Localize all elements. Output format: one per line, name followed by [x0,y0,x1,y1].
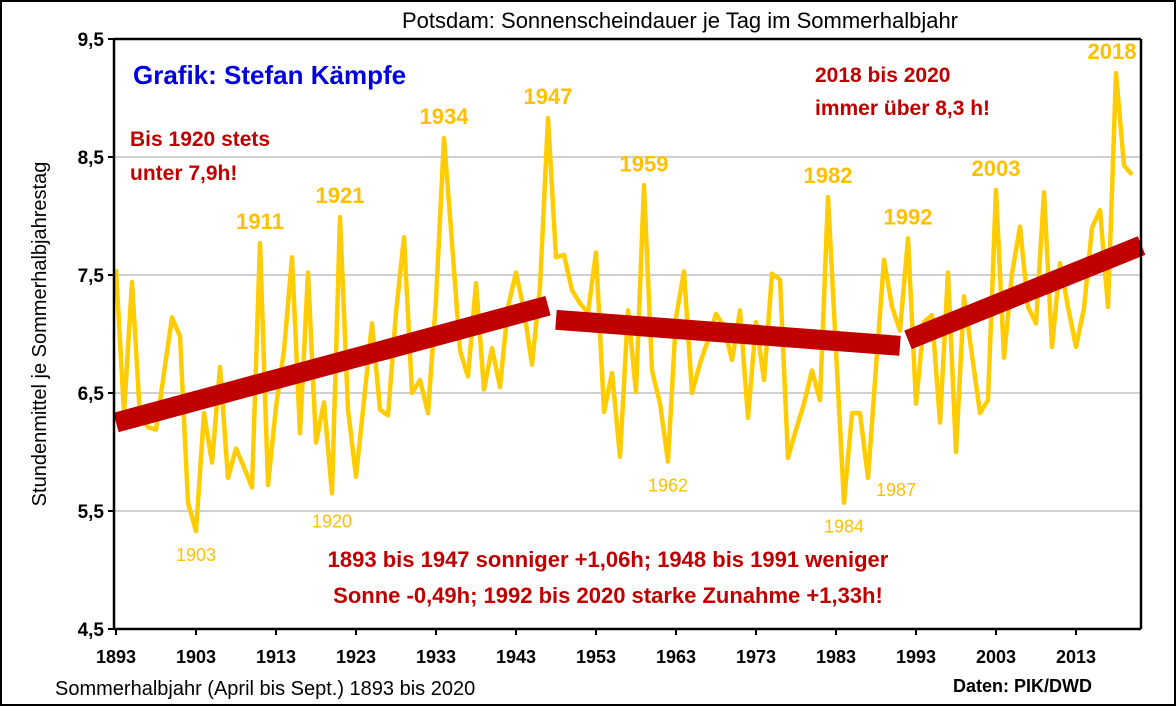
trend-line [904,236,1146,350]
x-tick-label: 1913 [256,647,296,667]
y-tick-labels: 9,5 8,5 7,5 6,5 5,5 4,5 [78,30,114,641]
y-tick-label: 4,5 [78,620,105,641]
chart-title: Potsdam: Sonnenscheindauer je Tag im Som… [402,8,958,33]
x-tick-label: 1933 [416,647,456,667]
x-tick-label: 1963 [656,647,696,667]
trend-line [555,309,901,356]
x-tick-label: 1983 [816,647,856,667]
note-right-line-1: 2018 bis 2020 [815,64,950,87]
y-tick-label: 5,5 [78,502,105,523]
x-tick-label: 2003 [976,647,1016,667]
x-tick-labels: 1893 1903 1913 1923 1933 1943 1953 1963 1973 1983… [96,629,1096,667]
y-axis-label: Stundenmittel je Sommerhalbjahrestag [29,162,51,507]
point-label: 1903 [176,545,216,565]
point-label: 1992 [884,204,933,229]
note-left-line-1: Bis 1920 stets [130,128,270,151]
y-tick-label: 8,5 [78,148,105,169]
point-label: 2018 [1088,39,1137,64]
source-label: Daten: PIK/DWD [953,676,1092,696]
summary-line-2: Sonne -0,49h; 1992 bis 2020 starke Zunah… [333,583,883,608]
trend-layer [113,236,1146,433]
x-tick-label: 1893 [96,647,136,667]
note-right-line-2: immer über 8,3 h! [815,97,990,120]
y-tick-label: 6,5 [78,384,105,405]
point-labels: 1911 1921 1934 1947 1959 1982 1992 2003 2018 1903… [176,39,1137,565]
summary-line-1: 1893 bis 1947 sonniger +1,06h; 1948 bis … [328,547,889,572]
y-tick-label: 7,5 [78,266,105,287]
x-axis-label: Sommerhalbjahr (April bis Sept.) 1893 bi… [55,678,475,700]
x-tick-label: 1973 [736,647,776,667]
x-tick-label: 1993 [896,647,936,667]
x-tick-label: 1903 [176,647,216,667]
point-label: 2003 [972,156,1021,181]
point-label: 1959 [620,151,669,176]
x-tick-label: 1943 [496,647,536,667]
axes [112,37,1143,631]
credit-label: Grafik: Stefan Kämpfe [133,60,406,90]
point-label: 1984 [824,517,864,537]
y-tick-label: 9,5 [78,30,105,51]
x-tick-label: 2013 [1056,647,1096,667]
gridlines [114,156,1141,512]
x-tick-label: 1953 [576,647,616,667]
point-label: 1934 [420,104,470,129]
x-tick-label: 1923 [336,647,376,667]
point-label: 1947 [524,84,573,109]
note-left-line-2: unter 7,9h! [130,162,237,185]
point-label: 1982 [804,163,853,188]
point-label: 1987 [876,480,916,500]
point-label: 1962 [648,475,688,495]
point-label: 1920 [312,511,352,531]
point-label: 1911 [236,209,284,234]
point-label: 1921 [316,183,365,208]
trend-line [113,296,551,433]
